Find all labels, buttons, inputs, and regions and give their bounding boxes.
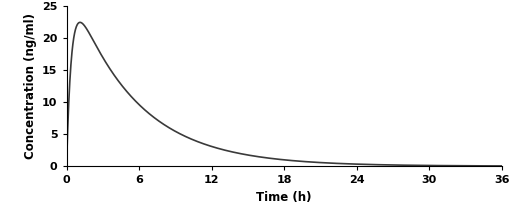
X-axis label: Time (h): Time (h) bbox=[257, 191, 312, 204]
Y-axis label: Concentration (ng/ml): Concentration (ng/ml) bbox=[24, 13, 36, 159]
